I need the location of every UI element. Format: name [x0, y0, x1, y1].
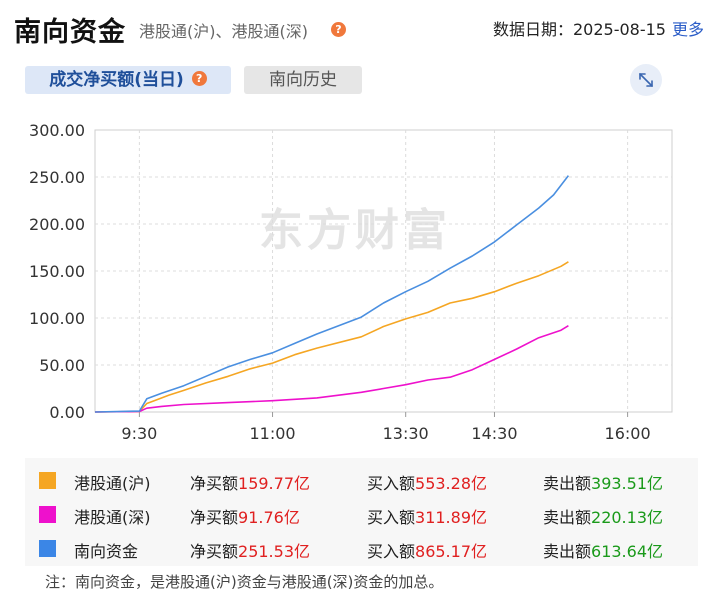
net-buy: 净买额251.53亿	[190, 538, 310, 562]
buy-value: 865.17亿	[415, 542, 488, 561]
legend-table: 港股通(沪) 净买额159.77亿 买入额553.28亿 卖出额393.51亿 …	[25, 458, 698, 566]
series-name: 港股通(沪)	[74, 474, 151, 493]
sell-label: 卖出额	[543, 508, 592, 527]
net-buy: 净买额159.77亿	[190, 470, 310, 494]
legend-swatch	[39, 540, 56, 557]
sell-amount: 卖出额393.51亿	[543, 470, 663, 494]
net-buy-value: 159.77亿	[238, 474, 311, 493]
question-icon[interactable]: ?	[191, 70, 207, 86]
expand-button[interactable]	[630, 64, 662, 96]
net-buy-label: 净买额	[190, 542, 239, 561]
tab-net-buy-today[interactable]: 成交净买额(当日) ?	[25, 66, 231, 94]
x-tick-label: 9:30	[121, 424, 157, 443]
sell-value: 613.64亿	[591, 542, 664, 561]
net-buy-value: 91.76亿	[238, 508, 300, 527]
buy-value: 553.28亿	[415, 474, 488, 493]
sell-label: 卖出额	[543, 474, 592, 493]
legend-row-hgt-sz: 港股通(深) 净买额91.76亿 买入额311.89亿 卖出额220.13亿	[25, 496, 698, 532]
y-tick-label: 150.00	[29, 262, 85, 281]
sell-amount: 卖出额220.13亿	[543, 504, 663, 528]
y-tick-label: 100.00	[29, 309, 85, 328]
sell-label: 卖出额	[543, 542, 592, 561]
header: 南向资金 港股通(沪)、港股通(深) ? 数据日期：2025-08-15 更多	[0, 0, 723, 54]
x-tick-label: 13:30	[383, 424, 429, 443]
page-subtitle: 港股通(沪)、港股通(深) ?	[139, 18, 346, 42]
y-tick-label: 0.00	[49, 403, 85, 422]
legend-row-southbound: 南向资金 净买额251.53亿 买入额865.17亿 卖出额613.64亿	[25, 530, 698, 566]
legend-row-hgt-sh: 港股通(沪) 净买额159.77亿 买入额553.28亿 卖出额393.51亿	[25, 462, 698, 498]
footnote: 注：南向资金，是港股通(沪)资金与港股通(深)资金的加总。	[45, 573, 444, 591]
series-name: 港股通(深)	[74, 508, 151, 527]
tab-net-buy-today-label: 成交净买额(当日)	[49, 70, 184, 90]
buy-value: 311.89亿	[415, 508, 488, 527]
sell-amount: 卖出额613.64亿	[543, 538, 663, 562]
series-name: 南向资金	[74, 542, 139, 561]
x-tick-label: 11:00	[249, 424, 295, 443]
y-tick-label: 300.00	[29, 121, 85, 140]
x-tick-label: 14:30	[471, 424, 517, 443]
net-buy-value: 251.53亿	[238, 542, 311, 561]
y-tick-label: 50.00	[39, 356, 85, 375]
page-title: 南向资金	[14, 17, 126, 48]
chart-axes: 300.00 250.00 200.00 150.00 100.00 50.00 0.00 9…	[29, 121, 651, 443]
watermark: 东方财富	[259, 205, 451, 256]
buy-amount: 买入额865.17亿	[367, 538, 487, 562]
subtitle-text: 港股通(沪)、港股通(深)	[139, 22, 308, 41]
chart-grid	[94, 129, 673, 413]
net-buy-label: 净买额	[190, 508, 239, 527]
legend-swatch	[39, 506, 56, 523]
question-icon[interactable]: ?	[331, 22, 346, 37]
net-buy: 净买额91.76亿	[190, 504, 300, 528]
legend-swatch	[39, 472, 56, 489]
series-line-3	[94, 175, 570, 413]
chart-series	[94, 175, 570, 413]
data-date: 数据日期：2025-08-15	[493, 20, 666, 39]
y-tick-label: 250.00	[29, 168, 85, 187]
more-link[interactable]: 更多	[672, 20, 705, 39]
buy-label: 买入额	[367, 508, 416, 527]
x-tick-label: 16:00	[605, 424, 651, 443]
series-line-2	[94, 325, 569, 413]
buy-amount: 买入额553.28亿	[367, 470, 487, 494]
buy-amount: 买入额311.89亿	[367, 504, 487, 528]
series-line-1	[94, 261, 569, 413]
tab-southbound-history[interactable]: 南向历史	[244, 66, 362, 94]
buy-label: 买入额	[367, 474, 416, 493]
sell-value: 220.13亿	[591, 508, 664, 527]
line-chart: 东方财富 300.00 250.00 200.00 150.00 100.00 50.00…	[29, 121, 673, 443]
expand-icon	[639, 73, 653, 87]
sell-value: 393.51亿	[591, 474, 664, 493]
buy-label: 买入额	[367, 542, 416, 561]
y-tick-label: 200.00	[29, 215, 85, 234]
net-buy-label: 净买额	[190, 474, 239, 493]
